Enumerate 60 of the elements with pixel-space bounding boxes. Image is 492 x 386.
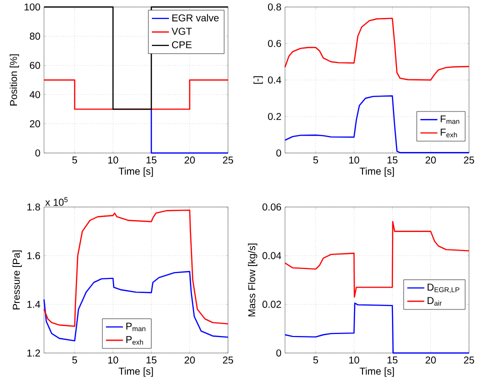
x-axis-title: Time [s] [360,167,394,177]
legend-label: D$_{EGR,LP}$ [428,284,460,294]
y-tick-label: 0.02 [262,300,281,308]
x-tick-label: 15 [388,156,398,164]
y-tick-label: 0 [35,149,40,157]
x-tick-label: 25 [222,156,234,164]
legend-label: VGT [172,28,192,35]
y-tick-label: 60 [30,62,40,69]
x-tick-label: 25 [464,356,474,364]
text: x 10$^{5}$ [45,197,68,206]
y-axis-title: [-] [254,76,263,84]
legend-label: P$_{man}$ [126,322,146,332]
y-tick-label: 0.6 [268,40,282,48]
y-axis-title: Position [%] [10,54,20,106]
x-tick-label: 10 [108,156,118,164]
y-tick-label: 1.4 [27,300,40,308]
x-tick-label: 20 [426,156,436,164]
y-tick-label: 1.2 [27,350,40,356]
x-axis-title: Time [s] [360,367,394,377]
legend-label: F$_{exh}$ [440,128,457,138]
x-tick-label: 5 [313,356,318,364]
x-axis-title: Time [s] [118,367,153,377]
line-series [284,221,470,298]
y-tick-label: 100 [24,3,40,11]
y-tick-label: 80 [30,32,40,40]
legend-label: CPE [172,41,192,48]
x-tick-label: 25 [464,156,474,164]
line-series [284,95,470,154]
x-tick-label: 5 [72,356,78,364]
legend-label: P$_{exh}$ [126,336,143,345]
x-tick-label: 15 [388,356,398,364]
legend-label: D$_{air}$ [428,297,442,306]
y-tick-label: 0.04 [262,252,282,260]
line-series [284,18,470,81]
y-tick-label: 0.8 [268,3,282,11]
y-tick-label: 0.06 [262,203,282,211]
y-tick-label: 1.6 [27,252,40,260]
y-axis-title: Mass Flow [kg/s] [248,244,258,316]
x-tick-label: 25 [222,356,234,364]
x-tick-label: 5 [313,156,318,164]
x-tick-label: 10 [349,356,360,364]
x-tick-label: 10 [349,156,360,164]
x-tick-label: 15 [146,156,156,164]
x-tick-label: 20 [184,156,195,164]
y-tick-label: 0 [276,149,282,157]
y-tick-label: 40 [30,91,40,98]
x-tick-label: 20 [426,356,436,364]
legend-label: F$_{man}$ [440,115,460,124]
y-tick-label: 1.8 [27,203,40,211]
y-tick-label: 0.2 [268,112,281,120]
y-tick-label: 0.4 [268,76,282,84]
y-tick-label: 20 [30,120,40,128]
legend-label: EGR valve [172,14,219,22]
x-tick-label: 15 [146,356,156,364]
y-axis-title: Pressure [Pa] [12,250,22,310]
x-tick-label: 20 [184,356,195,364]
y-tick-label: 0 [276,349,282,357]
x-tick-label: 10 [108,356,118,364]
x-axis-title: Time [s] [118,167,153,177]
x-tick-label: 5 [72,156,78,164]
